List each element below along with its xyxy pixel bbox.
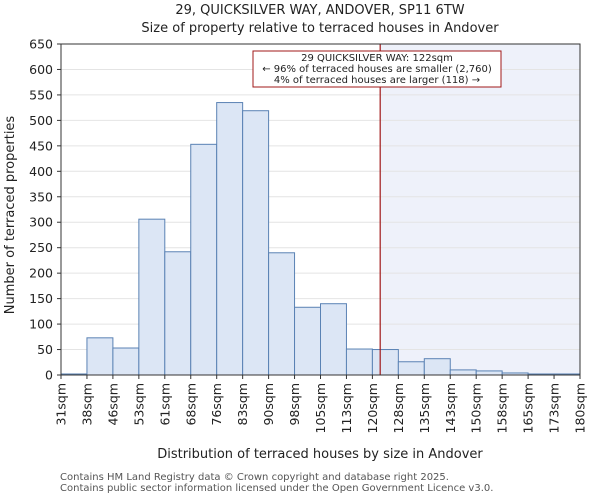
x-tick-180sqm: 180sqm [573,383,588,433]
y-tick-250: 250 [29,240,53,255]
x-tick-68sqm: 68sqm [183,383,198,426]
x-axis-ticks: 31sqm 38sqm 46sqm 53sqm 61sqm 68sqm 76sqm 83sqm… [54,375,588,433]
bar-38sqm [86,337,114,376]
chart-subtitle: Size of property relative to terraced ho… [141,21,499,36]
annotation-border [252,50,502,88]
y-tick-650: 650 [29,37,53,52]
x-tick-113sqm: 113sqm [339,383,354,433]
y-tick-450: 450 [29,138,53,153]
bar-105sqm [320,303,347,376]
x-tick-165sqm: 165sqm [521,383,536,433]
annotation-line-3: 4% of terraced houses are larger (118) → [274,75,480,86]
footer-licence: Contains public sector information licen… [60,483,494,494]
bar-98sqm [294,306,321,376]
x-tick-46sqm: 46sqm [105,383,120,426]
x-tick-173sqm: 173sqm [547,383,562,433]
x-tick-83sqm: 83sqm [235,383,250,426]
bar-120sqm [371,349,399,376]
y-tick-100: 100 [29,317,53,332]
y-axis-ticks: 0 50 100 150 200 250 300 350 400 450 500 550 600 650 [29,37,61,383]
bar-76sqm [216,102,244,376]
annotation-box: 29 QUICKSILVER WAY: 122sqm ← 96% of terr… [252,50,502,88]
bar-90sqm [268,252,296,376]
bars [60,102,581,376]
chart-title: 29, QUICKSILVER WAY, ANDOVER, SP11 6TW [175,3,464,18]
bar-113sqm [345,348,373,376]
y-tick-300: 300 [29,215,53,230]
x-tick-98sqm: 98sqm [287,383,302,426]
y-tick-400: 400 [29,164,53,179]
y-tick-600: 600 [29,62,53,77]
x-tick-61sqm: 61sqm [157,383,172,426]
x-tick-105sqm: 105sqm [313,383,328,433]
x-tick-128sqm: 128sqm [391,383,406,433]
footer-copyright: Contains HM Land Registry data © Crown c… [60,472,449,483]
x-tick-120sqm: 120sqm [365,383,380,433]
bar-150sqm [475,370,503,376]
annotation-line-2: ← 96% of terraced houses are smaller (2,… [262,64,492,75]
x-tick-53sqm: 53sqm [131,383,146,426]
y-axis-label: Number of terraced properties [3,116,18,315]
x-tick-150sqm: 150sqm [469,383,484,433]
bar-135sqm [423,358,451,376]
bar-128sqm [397,361,425,376]
x-tick-135sqm: 135sqm [417,383,432,433]
bar-46sqm [112,347,140,376]
y-tick-0: 0 [45,368,53,383]
y-tick-150: 150 [29,291,53,306]
bar-143sqm [449,369,477,376]
x-tick-38sqm: 38sqm [79,383,94,426]
y-tick-550: 550 [29,87,53,102]
bar-53sqm [138,218,166,376]
y-tick-350: 350 [29,189,53,204]
y-tick-200: 200 [29,266,53,281]
y-tick-500: 500 [29,113,53,128]
bar-68sqm [190,143,218,376]
bar-83sqm [242,110,270,376]
x-tick-90sqm: 90sqm [261,383,276,426]
x-tick-76sqm: 76sqm [209,383,224,426]
x-tick-158sqm: 158sqm [495,383,510,433]
x-tick-143sqm: 143sqm [443,383,458,433]
larger-properties-shade [380,44,580,375]
x-axis-label: Distribution of terraced houses by size … [157,447,483,462]
bar-61sqm [164,251,192,376]
annotation-line-1: 29 QUICKSILVER WAY: 122sqm [301,53,453,64]
x-tick-31sqm: 31sqm [54,383,69,426]
y-tick-50: 50 [37,342,53,357]
